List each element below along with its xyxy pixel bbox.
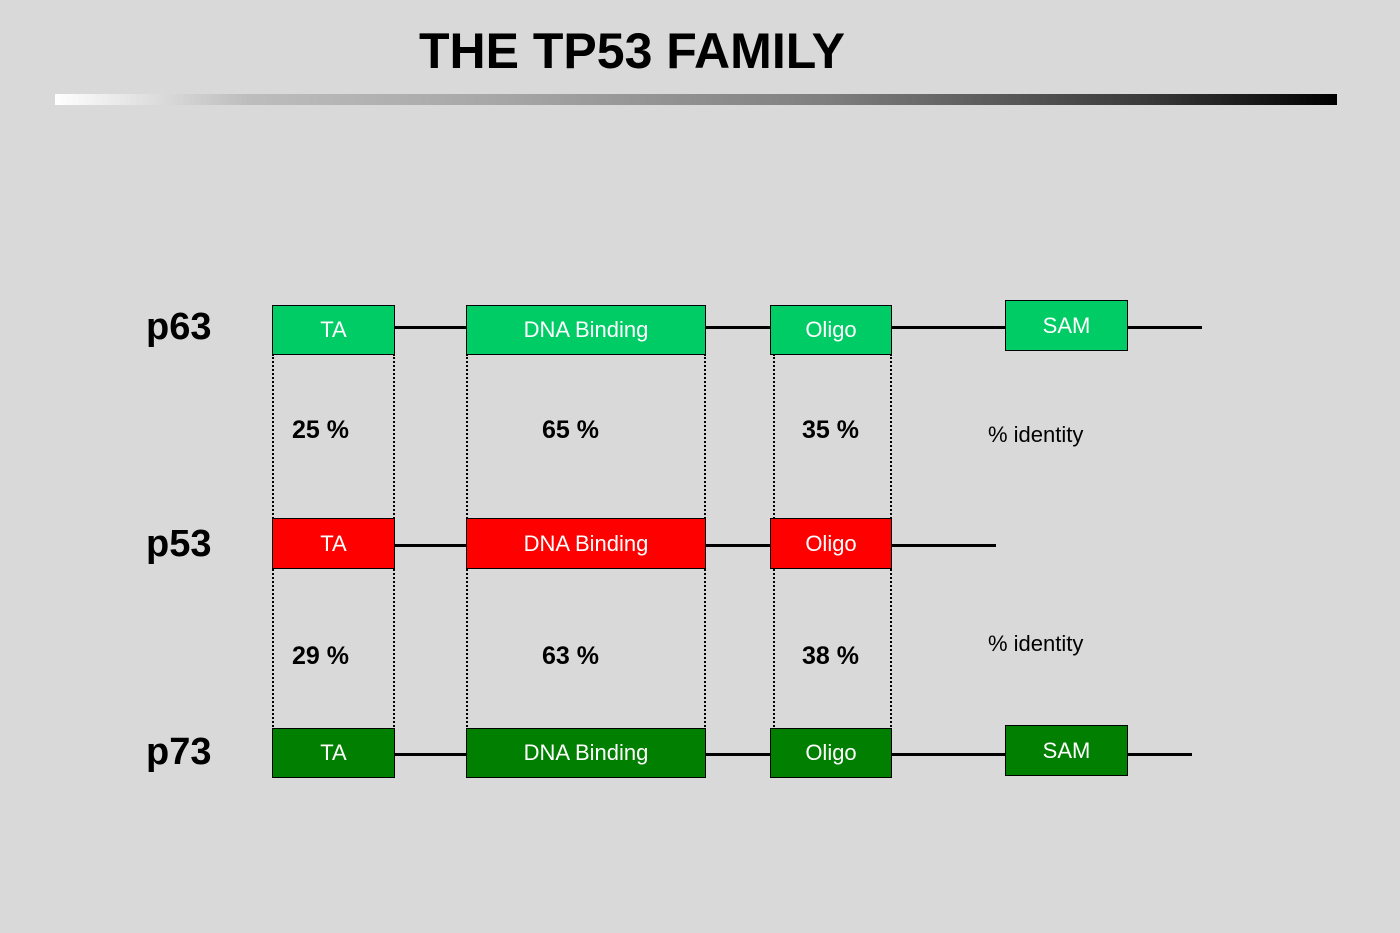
p63-domain-dna-binding: DNA Binding [466,305,706,355]
p73-domain-ta: TA [272,728,395,778]
p53-domain-ta: TA [272,518,395,569]
identity-oligo-p63-p53: 35 % [802,416,859,444]
domain-label: DNA Binding [523,740,649,765]
identity-ta-p63-p53: 25 % [292,416,349,444]
identity-label: % identity [988,422,1084,447]
identity-dna-p63-p53: 65 % [542,416,599,444]
p63-domain-oligo: Oligo [770,305,892,355]
domain-label: TA [320,740,347,765]
identity-dna-p53-p73: 63 % [542,642,599,670]
p63-domain-ta: TA [272,305,395,355]
p63-domain-sam: SAM [1005,300,1128,351]
domain-label: TA [320,530,347,556]
domain-label: DNA Binding [523,530,649,556]
domain-label: DNA Binding [523,317,649,342]
p73-domain-dna-binding: DNA Binding [466,728,706,778]
page-title: THE TP53 FAMILY [418,23,846,79]
domain-label: Oligo [805,317,857,342]
p73-domain-oligo: Oligo [770,728,892,778]
identity-oligo-p53-p73: 38 % [802,642,859,670]
domain-label: TA [320,317,347,342]
identity-ta-p53-p73: 29 % [292,642,349,670]
domain-label: SAM [1042,312,1091,338]
p53-domain-dna-binding: DNA Binding [466,518,706,569]
domain-label: Oligo [805,530,857,556]
protein-label-p53: p53 [146,523,212,565]
domain-label: SAM [1042,737,1091,763]
protein-label-p73: p73 [146,731,212,773]
p73-domain-sam: SAM [1005,725,1128,776]
p53-domain-oligo: Oligo [770,518,892,569]
domain-label: Oligo [805,740,857,765]
title-gradient-rule [55,94,1337,105]
identity-label: % identity [988,631,1084,656]
protein-label-p63: p63 [146,306,212,348]
